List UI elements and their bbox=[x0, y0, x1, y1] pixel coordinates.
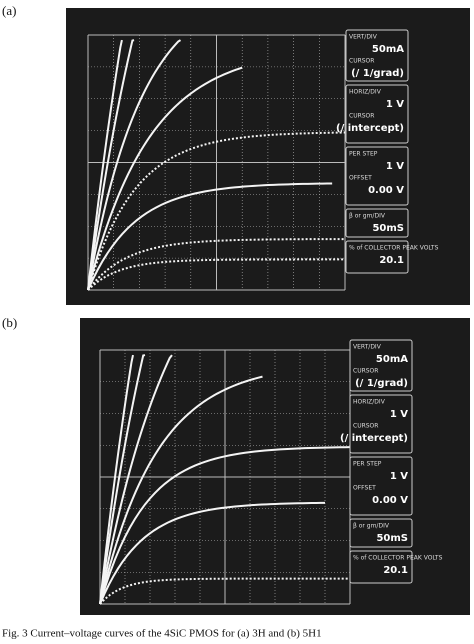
readout-label: VERT/DIV bbox=[353, 344, 382, 351]
readout-value: 50mA bbox=[372, 44, 404, 55]
readout-value: 0.00 V bbox=[368, 185, 404, 196]
scope-screen: VERT/DIV 50mA CURSOR (/ 1/grad) HORIZ/DIV 1 V… bbox=[80, 318, 470, 615]
readout-label: β or gm/DIV bbox=[353, 523, 390, 530]
readout-label: OFFSET bbox=[353, 485, 376, 492]
iv-curve bbox=[99, 375, 263, 605]
iv-curve bbox=[87, 66, 243, 291]
readout-label: % of COLLECTOR PEAK VOLTS bbox=[349, 245, 439, 252]
panel-label: (a) bbox=[2, 3, 16, 18]
readout-label: HORIZ/DIV bbox=[349, 89, 382, 96]
readout-label: OFFSET bbox=[349, 175, 372, 182]
iv-curve bbox=[99, 446, 351, 605]
caption: Fig. 3 Current–voltage curves of the 4Si… bbox=[2, 628, 322, 640]
readout-box bbox=[349, 456, 413, 516]
readout-label: CURSOR bbox=[349, 58, 374, 65]
iv-curve bbox=[99, 501, 326, 605]
readout-value: 50mS bbox=[372, 223, 404, 234]
readout-value: (/ 1/grad) bbox=[351, 68, 404, 79]
readout-box bbox=[349, 518, 413, 548]
iv-curve bbox=[99, 354, 146, 605]
iv-curve bbox=[87, 258, 346, 291]
readout-value: 20.1 bbox=[379, 255, 404, 266]
iv-curve bbox=[99, 354, 173, 605]
readout-value: 1 V bbox=[390, 409, 408, 420]
readout-box bbox=[349, 339, 413, 392]
readout-box bbox=[345, 29, 409, 82]
readout-value: 20.1 bbox=[383, 565, 408, 576]
iv-curve bbox=[87, 131, 346, 291]
iv-curve bbox=[87, 182, 333, 291]
readout-label: % of COLLECTOR PEAK VOLTS bbox=[353, 555, 443, 562]
readout-value: 50mS bbox=[376, 533, 408, 544]
readout-label: HORIZ/DIV bbox=[353, 399, 386, 406]
readout-box bbox=[345, 208, 409, 238]
readout-box bbox=[345, 240, 409, 274]
readout-box bbox=[349, 550, 413, 584]
iv-curve bbox=[87, 39, 135, 291]
readout-label: CURSOR bbox=[349, 113, 374, 120]
readout-box bbox=[349, 394, 413, 454]
readout-label: CURSOR bbox=[353, 423, 378, 430]
panel-label: (b) bbox=[2, 315, 17, 330]
iv-curve bbox=[87, 39, 182, 291]
readout-value: 1 V bbox=[390, 471, 408, 482]
screen bbox=[80, 318, 470, 615]
readout-value: 1 V bbox=[386, 161, 404, 172]
readout-value: (/ 1/grad) bbox=[355, 378, 408, 389]
readout-value: 50mA bbox=[376, 354, 408, 365]
readout-box bbox=[345, 146, 409, 206]
iv-curve bbox=[99, 354, 134, 605]
readout-label: PER STEP bbox=[353, 461, 382, 468]
iv-curve bbox=[87, 39, 123, 291]
scope-screen: VERT/DIV 50mA CURSOR (/ 1/grad) HORIZ/DIV 1 V… bbox=[66, 8, 470, 305]
iv-curve bbox=[87, 238, 346, 291]
readout-box bbox=[345, 84, 409, 144]
readout-label: β or gm/DIV bbox=[349, 213, 386, 220]
readout-value: 1 V bbox=[386, 99, 404, 110]
readout-label: VERT/DIV bbox=[349, 34, 378, 41]
readout-label: PER STEP bbox=[349, 151, 378, 158]
readout-value: (/ intercept) bbox=[340, 433, 408, 444]
readout-label: CURSOR bbox=[353, 368, 378, 375]
readout-value: 0.00 V bbox=[372, 495, 408, 506]
readout-value: (/ intercept) bbox=[336, 123, 404, 134]
